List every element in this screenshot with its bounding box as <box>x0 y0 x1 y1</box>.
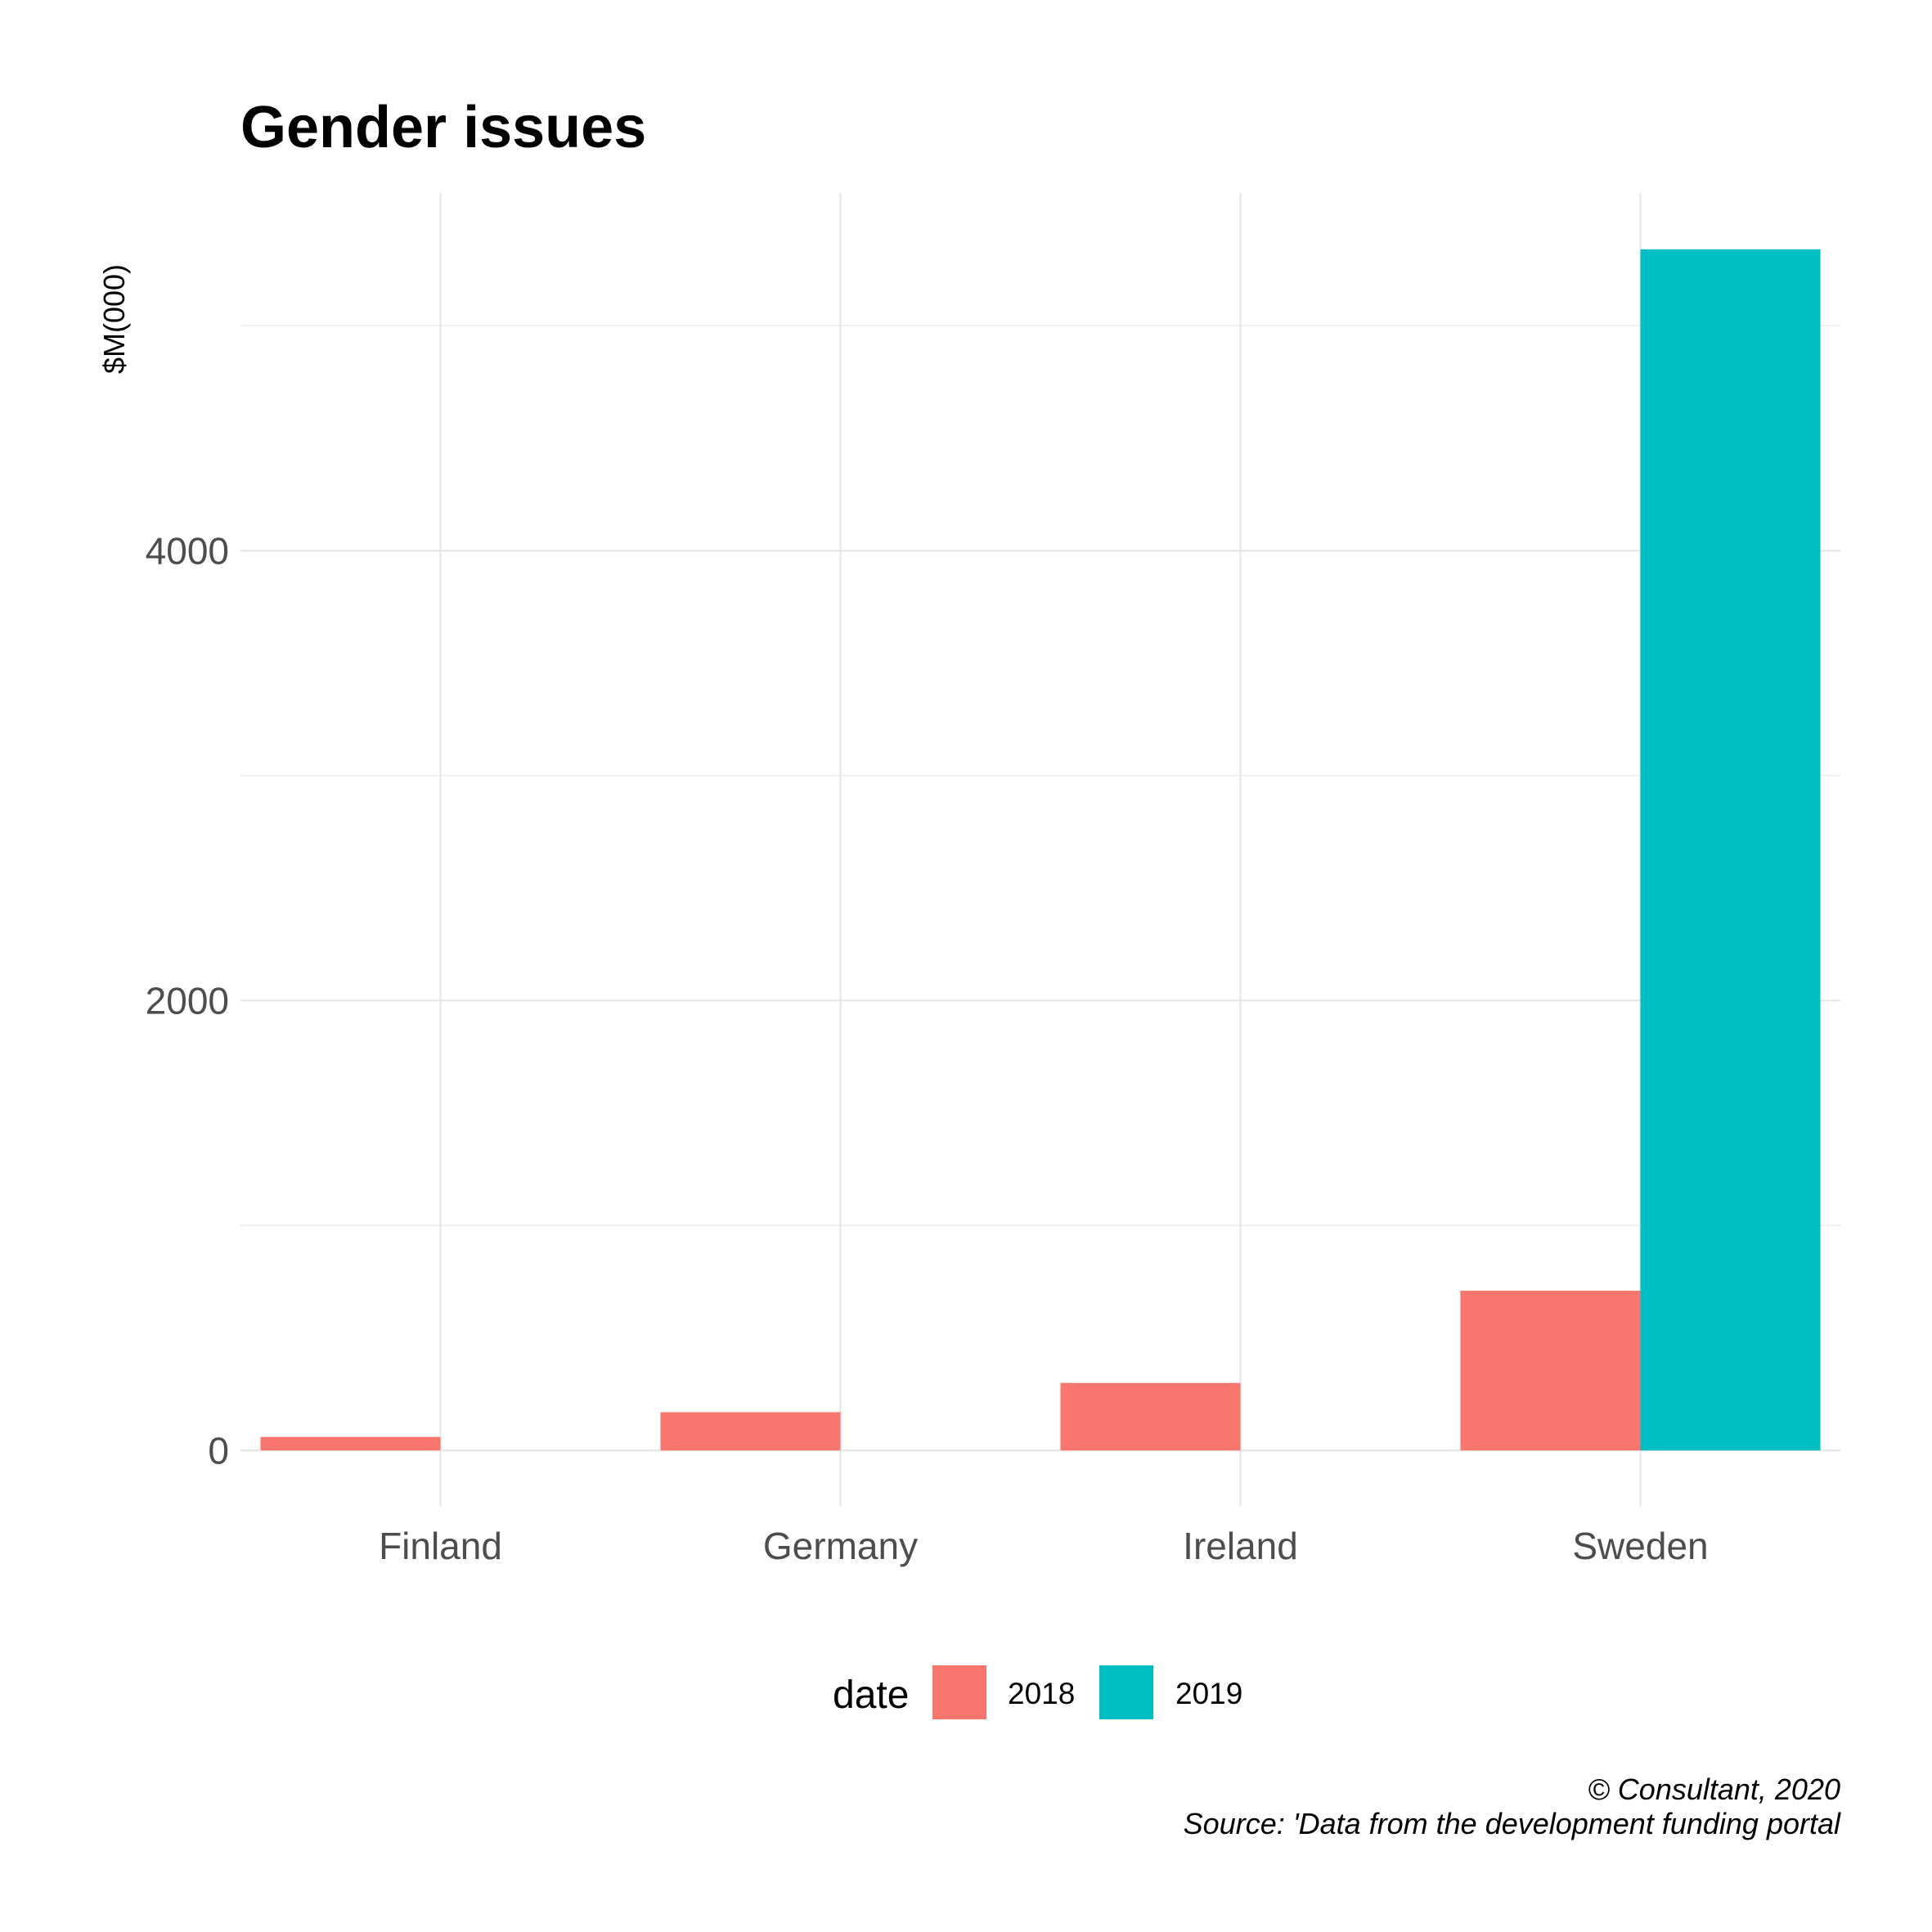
bars <box>260 249 1821 1451</box>
y-tick-label: 2000 <box>146 979 229 1022</box>
x-tick-label: Sweden <box>1572 1525 1708 1567</box>
bar-sweden-2018 <box>1460 1291 1641 1451</box>
legend: date 2018 2019 <box>833 1665 1242 1719</box>
x-axis-ticks: Finland Germany Ireland Sweden <box>379 1525 1709 1567</box>
x-tick-label: Germany <box>763 1525 918 1567</box>
caption: © Consultant, 2020 Source: 'Data from th… <box>1184 1772 1841 1840</box>
bar-finland-2018 <box>260 1436 441 1451</box>
bar-germany-2018 <box>660 1412 841 1451</box>
bar-ireland-2018 <box>1060 1382 1241 1451</box>
legend-swatch-2019 <box>1099 1665 1153 1719</box>
y-tick-label: 4000 <box>146 529 229 572</box>
bar-sweden-2019 <box>1640 249 1821 1451</box>
y-tick-label: 0 <box>208 1429 229 1471</box>
legend-title: date <box>833 1674 909 1717</box>
legend-label-2019: 2019 <box>1175 1677 1242 1710</box>
chart-title: Gender issues <box>240 95 646 160</box>
legend-swatch-2018 <box>932 1665 986 1719</box>
y-axis-ticks: 0 2000 4000 <box>146 529 229 1471</box>
y-axis-label: $M(000) <box>97 264 131 374</box>
x-tick-label: Finland <box>379 1525 502 1567</box>
caption-source: Source: 'Data from the development fundi… <box>1184 1807 1841 1840</box>
x-tick-label: Ireland <box>1183 1525 1298 1567</box>
caption-copyright: © Consultant, 2020 <box>1588 1772 1840 1806</box>
legend-label-2018: 2018 <box>1008 1677 1075 1710</box>
